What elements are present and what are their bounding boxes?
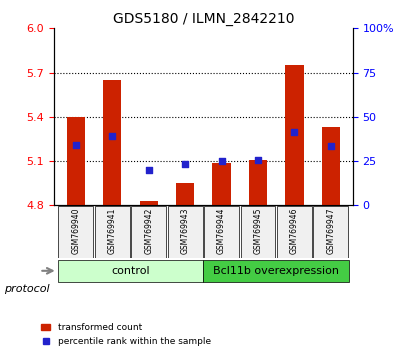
Point (109, 133, 115, 139)
Point (327, 143, 334, 149)
Text: control: control (111, 266, 150, 276)
Point (182, 161, 188, 167)
FancyBboxPatch shape (313, 206, 348, 258)
Text: GSM769945: GSM769945 (254, 208, 263, 255)
Text: GSM769940: GSM769940 (71, 208, 81, 255)
Text: GSM769944: GSM769944 (217, 208, 226, 255)
FancyBboxPatch shape (204, 206, 239, 258)
Bar (212, 162, 231, 205)
FancyBboxPatch shape (241, 206, 276, 258)
Bar (176, 183, 194, 205)
Title: GDS5180 / ILMN_2842210: GDS5180 / ILMN_2842210 (112, 12, 294, 26)
Text: GSM769941: GSM769941 (108, 208, 117, 255)
FancyBboxPatch shape (58, 260, 203, 282)
FancyBboxPatch shape (203, 260, 349, 282)
Point (291, 129, 298, 135)
Point (73, 142, 79, 148)
Bar (286, 65, 303, 205)
Point (145, 167, 152, 173)
FancyBboxPatch shape (59, 206, 93, 258)
FancyBboxPatch shape (277, 206, 312, 258)
Point (255, 157, 261, 162)
FancyBboxPatch shape (131, 206, 166, 258)
FancyBboxPatch shape (95, 206, 130, 258)
Bar (67, 117, 85, 205)
Text: GSM769946: GSM769946 (290, 208, 299, 255)
Text: protocol: protocol (4, 284, 50, 293)
Bar (139, 201, 158, 205)
Bar (103, 80, 121, 205)
Text: GSM769943: GSM769943 (181, 208, 190, 255)
Point (218, 158, 225, 164)
Bar (322, 127, 340, 205)
Text: GSM769947: GSM769947 (326, 208, 335, 255)
Text: Bcl11b overexpression: Bcl11b overexpression (213, 266, 339, 276)
FancyBboxPatch shape (168, 206, 203, 258)
Text: GSM769942: GSM769942 (144, 208, 153, 255)
Legend: transformed count, percentile rank within the sample: transformed count, percentile rank withi… (38, 320, 214, 349)
Bar (249, 160, 267, 205)
